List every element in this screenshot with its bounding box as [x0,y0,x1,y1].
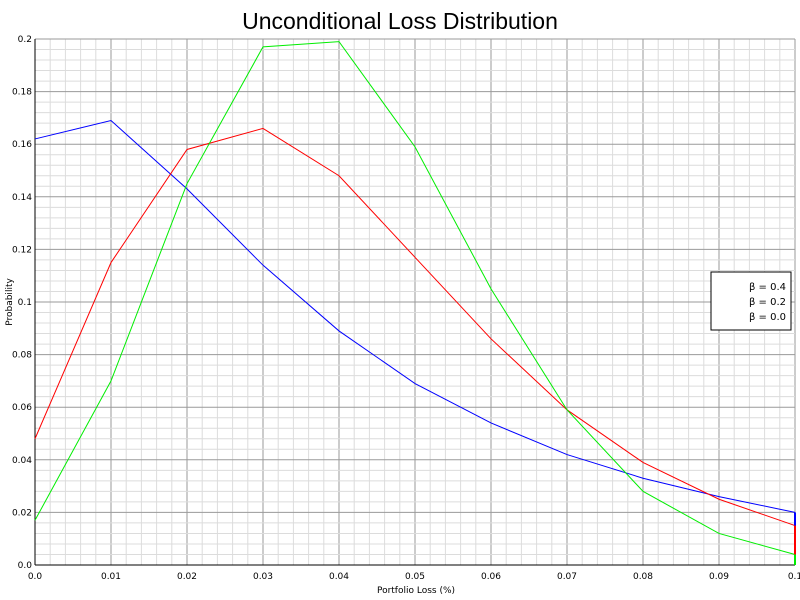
series-line-1 [34,127,796,527]
legend-entry: β = 0.2 [749,297,786,308]
y-axis-label: Probability [5,278,15,326]
y-tick-label: 0.18 [12,88,32,98]
y-tick-label: 0.0 [18,561,33,571]
y-tick-label: 0.1 [18,298,32,308]
x-tick-label: 0.02 [177,572,197,582]
legend-entry: β = 0.4 [749,282,786,293]
legend-box [710,271,792,331]
legend: β = 0.4 β = 0.2 β = 0.0 [710,271,792,331]
series-line-2 [34,41,796,555]
chart-title: Unconditional Loss Distribution [242,8,558,34]
y-tick-label: 0.04 [12,456,32,466]
x-tick-label: 0.06 [481,572,501,582]
grid [34,38,796,566]
y-tick-label: 0.14 [12,193,32,203]
y-tick-label: 0.12 [12,245,32,255]
y-tick-label: 0.02 [12,508,32,518]
tick-labels: 0.0 0.01 0.02 0.03 0.04 0.05 0.06 0.07 0.08 0.09 0… [12,35,800,582]
legend-entry: β = 0.0 [749,312,786,323]
x-tick-label: 0.1 [788,572,800,582]
x-tick-label: 0.08 [633,572,653,582]
x-tick-label: 0.01 [101,572,121,582]
y-tick-label: 0.06 [12,403,32,413]
series-lines [34,41,796,565]
y-tick-label: 0.16 [12,140,32,150]
x-axis-label: Portfolio Loss (%) [377,586,455,596]
x-tick-label: 0.07 [557,572,577,582]
x-tick-label: 0.05 [405,572,425,582]
y-tick-label: 0.2 [18,35,32,45]
series-line-0 [34,119,796,513]
y-tick-label: 0.08 [12,351,32,361]
x-tick-label: 0.0 [28,572,43,582]
x-tick-label: 0.03 [253,572,273,582]
x-tick-label: 0.09 [709,572,729,582]
x-tick-label: 0.04 [329,572,349,582]
